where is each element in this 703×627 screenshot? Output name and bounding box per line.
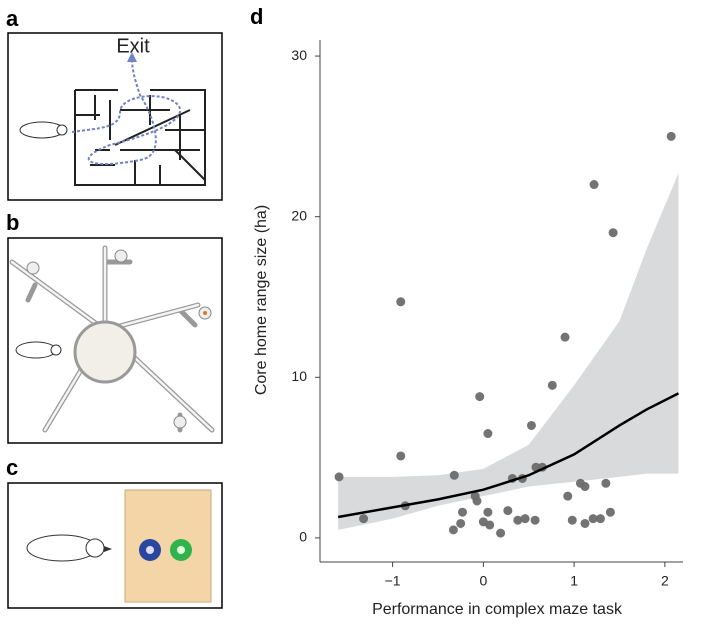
panel-a-frame xyxy=(7,32,223,201)
data-point xyxy=(334,472,344,482)
data-point xyxy=(449,470,459,480)
fit-line xyxy=(337,392,680,519)
data-point xyxy=(608,228,618,238)
panel-label: b xyxy=(6,210,19,235)
maze xyxy=(19,52,206,186)
data-point xyxy=(601,478,611,488)
data-point xyxy=(396,451,406,461)
data-point xyxy=(605,507,615,517)
data-point xyxy=(456,518,466,528)
data-point xyxy=(563,491,573,501)
x-tick-label: −1 xyxy=(385,573,401,589)
data-point xyxy=(567,515,577,525)
data-point xyxy=(560,332,570,342)
data-point xyxy=(496,528,506,538)
panel-label: a xyxy=(6,6,19,31)
data-point xyxy=(472,496,482,506)
data-point xyxy=(475,392,485,402)
x-tick-label: 1 xyxy=(570,573,578,589)
y-tick-label: 30 xyxy=(291,47,307,63)
data-point xyxy=(359,514,369,524)
data-point xyxy=(588,514,598,524)
data-point xyxy=(513,515,523,525)
y-axis-label: Core home range size (ha) xyxy=(253,205,270,395)
colour-task xyxy=(26,489,212,603)
y-tick-label: 0 xyxy=(299,529,307,545)
data-point xyxy=(520,514,530,524)
x-tick-label: 0 xyxy=(479,573,487,589)
radial-maze xyxy=(9,245,215,433)
data-point xyxy=(580,482,590,492)
x-tick-label: 2 xyxy=(661,573,669,589)
data-point xyxy=(526,420,536,430)
plot: 0 10 20 30 −1 0 1 2 xyxy=(291,40,683,589)
y-tick-label: 20 xyxy=(291,207,307,223)
data-point xyxy=(547,380,557,390)
data-point xyxy=(666,131,676,141)
data-point xyxy=(483,507,493,517)
data-point xyxy=(580,518,590,528)
data-point xyxy=(531,462,541,472)
data-point xyxy=(595,514,605,524)
data-point xyxy=(503,506,513,516)
data-point xyxy=(485,520,495,530)
panel-label: c xyxy=(6,455,18,480)
confidence-band xyxy=(338,173,679,530)
data-point xyxy=(457,507,467,517)
panel-label: d xyxy=(250,4,263,29)
data-point xyxy=(483,429,493,439)
data-point xyxy=(589,180,599,190)
exit-label: Exit xyxy=(116,35,150,57)
data-point xyxy=(530,515,540,525)
y-tick-label: 10 xyxy=(291,368,307,384)
x-axis-label: Performance in complex maze task xyxy=(372,601,623,618)
data-point xyxy=(448,525,458,535)
data-point xyxy=(396,297,406,307)
